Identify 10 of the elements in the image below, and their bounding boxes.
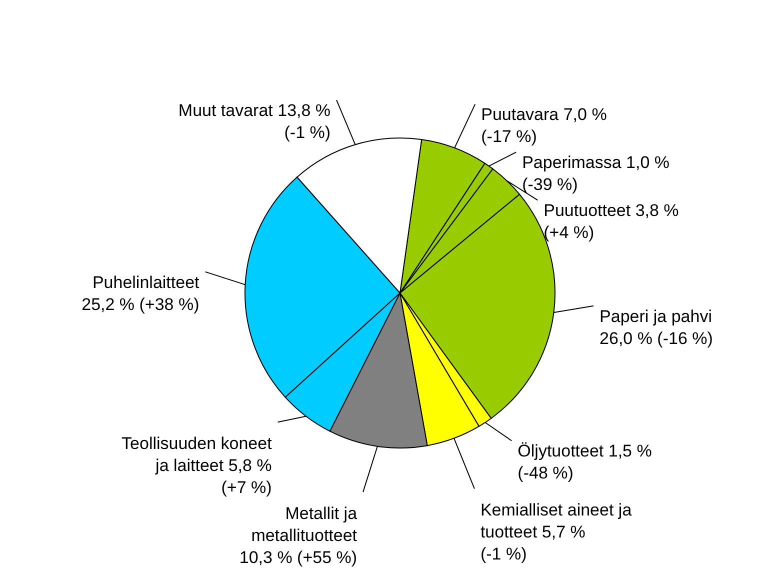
- slice-label: Öljytuotteet 1,5 % (-48 %): [518, 442, 652, 483]
- legend-label: Paperimassa 1,0 % (-39 %): [522, 153, 670, 194]
- slice-label: Kemialliset aineet ja tuotteet 5,7 % (-1 %): [480, 500, 632, 564]
- slice-label: Metallit ja metallituotteet 10,3 % (+55 %): [239, 504, 358, 568]
- slice-label: Teollisuuden koneet ja laitteet 5,8 % (+7 %): [122, 434, 272, 498]
- slice-label: Puutuotteet 3,8 % (+4 %): [544, 201, 679, 242]
- slice-label: Muut tavarat 13,8 % (-1 %): [178, 101, 331, 142]
- slice-label: Puutavara 7,0 % (-17 %): [481, 105, 607, 146]
- slice-label: Paperi ja pahvi 26,0 % (-16 %): [600, 306, 713, 348]
- slice-label: Puhelinlaitteet 25,2 % (+38 %): [82, 272, 200, 314]
